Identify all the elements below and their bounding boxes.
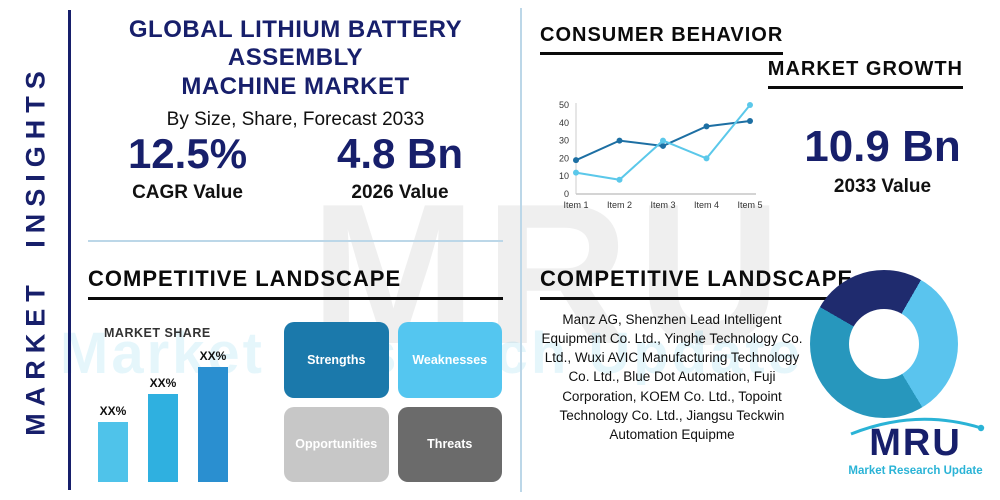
bar <box>198 367 228 482</box>
page-title-line1: GLOBAL LITHIUM BATTERY ASSEMBLY <box>128 16 463 72</box>
svg-text:Item 2: Item 2 <box>607 200 632 210</box>
stat-2026-label: 2026 Value <box>351 182 449 203</box>
svg-text:30: 30 <box>559 136 569 146</box>
stat-cagr-value: 12.5% <box>127 130 248 177</box>
horizontal-divider <box>88 240 503 242</box>
svg-text:20: 20 <box>559 153 569 163</box>
bar-column: XX% <box>198 349 228 482</box>
logo-tagline: Market Research Update <box>848 465 983 477</box>
stat-2033: 10.9 Bn 2033 Value <box>775 122 990 198</box>
bar <box>148 394 178 482</box>
svg-text:Item 5: Item 5 <box>737 200 762 210</box>
page-subtitle: By Size, Share, Forecast 2033 <box>166 108 425 130</box>
line-chart-svg: 0 10 20 30 40 50 Item 1 Item 2 Item 3 Item 4 Item … <box>559 100 763 210</box>
stat-2033-label: 2033 Value <box>833 176 932 197</box>
bar-value-label: XX% <box>149 376 177 390</box>
swot-weaknesses: Weaknesses <box>397 322 502 398</box>
stat-cagr-label: CAGR Value <box>132 182 243 203</box>
svg-text:40: 40 <box>559 118 569 128</box>
section-heading-competitive-right: COMPETITIVE LANDSCAPE <box>540 266 854 300</box>
bar <box>98 422 128 482</box>
donut-chart <box>810 270 958 418</box>
svg-text:50: 50 <box>559 100 569 110</box>
svg-text:Item 4: Item 4 <box>694 200 719 210</box>
svg-text:Item 1: Item 1 <box>563 200 588 210</box>
swot-threats: Threats <box>397 406 502 482</box>
bar-value-label: XX% <box>199 349 227 363</box>
svg-text:0: 0 <box>564 189 569 199</box>
brand-logo: MRU Market Research Update <box>838 417 993 477</box>
section-heading-market-growth: MARKET GROWTH <box>767 58 963 89</box>
logo-swoosh-icon <box>850 417 985 436</box>
section-heading-consumer-behavior: CONSUMER BEHAVIOR <box>540 24 784 55</box>
bar-column: XX% <box>98 404 128 482</box>
vertical-divider <box>520 8 522 492</box>
svg-text:10: 10 <box>559 171 569 181</box>
bar-column: XX% <box>148 376 178 482</box>
stat-cagr: 12.5% CAGR Value <box>95 130 280 204</box>
sidebar-vertical-label: MARKET INSIGHTS <box>20 64 51 436</box>
swot-grid: Strengths Weaknesses Opportunities Threa… <box>284 322 502 482</box>
stat-2026-value: 4.8 Bn <box>336 130 464 177</box>
section-heading-competitive-left: COMPETITIVE LANDSCAPE <box>88 266 503 300</box>
header: GLOBAL LITHIUM BATTERY ASSEMBLY MACHINE … <box>88 16 503 131</box>
stat-2033-value: 10.9 Bn <box>804 122 961 171</box>
logo-name: MRU <box>869 422 962 464</box>
market-share-chart-title: MARKET SHARE <box>104 326 211 340</box>
bar-value-label: XX% <box>99 404 127 418</box>
swot-strengths: Strengths <box>284 322 389 398</box>
watermark-logo: MRU <box>310 163 790 386</box>
bar-chart: XX% XX% XX% <box>98 342 278 482</box>
stat-2026: 4.8 Bn 2026 Value <box>305 130 495 204</box>
swot-opportunities: Opportunities <box>284 406 389 482</box>
page-title-line2: MACHINE MARKET <box>181 72 410 100</box>
svg-text:Item 3: Item 3 <box>650 200 675 210</box>
companies-list: Manz AG, Shenzhen Lead Intelligent Equip… <box>541 312 803 442</box>
donut-hole <box>849 309 919 379</box>
sidebar-vertical-line <box>68 10 71 490</box>
